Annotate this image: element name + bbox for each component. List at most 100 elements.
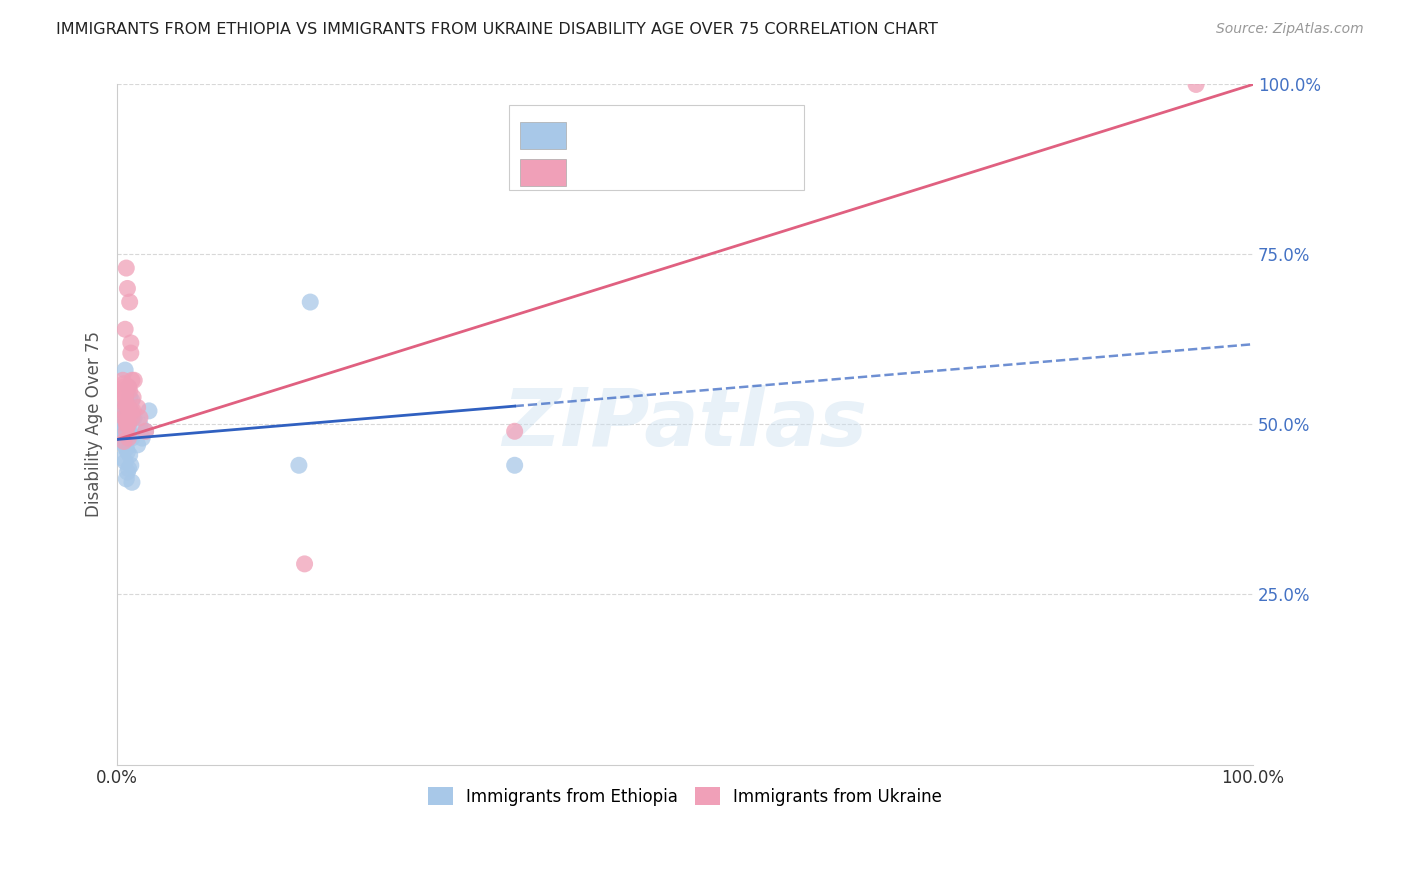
Point <box>118 295 141 310</box>
Point <box>117 414 139 428</box>
Point <box>111 404 134 418</box>
Text: N = 41: N = 41 <box>699 164 766 182</box>
Point <box>117 380 139 394</box>
Point <box>117 421 139 435</box>
Point <box>135 424 157 438</box>
Point <box>288 458 311 473</box>
Point <box>129 417 152 432</box>
Point <box>112 401 135 415</box>
Point <box>117 380 139 394</box>
Point <box>117 414 139 428</box>
Point <box>115 424 138 438</box>
Point <box>114 455 136 469</box>
FancyBboxPatch shape <box>520 122 565 149</box>
FancyBboxPatch shape <box>520 160 565 186</box>
Point <box>115 261 138 276</box>
Point <box>111 417 134 432</box>
Point <box>115 442 138 456</box>
Point <box>117 417 139 432</box>
Point <box>122 410 145 425</box>
Point <box>112 376 135 391</box>
Point <box>118 414 141 428</box>
Point <box>122 410 145 425</box>
Point <box>112 380 135 394</box>
Point <box>114 387 136 401</box>
Point <box>299 295 322 310</box>
Point <box>121 393 143 408</box>
Point <box>115 417 138 432</box>
Point <box>118 384 141 398</box>
Point <box>114 410 136 425</box>
Y-axis label: Disability Age Over 75: Disability Age Over 75 <box>86 332 103 517</box>
Point <box>120 458 142 473</box>
Point <box>117 401 139 415</box>
Point <box>117 461 139 475</box>
Point <box>117 417 139 432</box>
Point <box>115 424 138 438</box>
Point <box>112 424 135 438</box>
Text: R = 0.158: R = 0.158 <box>579 127 669 145</box>
Point <box>120 404 142 418</box>
Point <box>120 346 142 360</box>
Point <box>122 390 145 404</box>
Point <box>114 363 136 377</box>
Point <box>111 451 134 466</box>
Point <box>117 410 139 425</box>
Point <box>117 465 139 479</box>
Point <box>117 417 139 432</box>
Point <box>129 410 152 425</box>
Text: Source: ZipAtlas.com: Source: ZipAtlas.com <box>1216 22 1364 37</box>
Point <box>121 373 143 387</box>
Point <box>138 404 160 418</box>
Point <box>115 472 138 486</box>
Point <box>117 444 139 458</box>
Point <box>115 397 138 411</box>
Text: N = 48: N = 48 <box>699 127 766 145</box>
Point <box>131 431 153 445</box>
Text: R = 0.513: R = 0.513 <box>579 164 669 182</box>
Point <box>135 424 157 438</box>
Point <box>294 557 316 571</box>
Point <box>121 475 143 490</box>
Point <box>112 384 135 398</box>
Point <box>112 434 135 449</box>
Point <box>111 373 134 387</box>
Point <box>114 390 136 404</box>
Point <box>115 417 138 432</box>
Point <box>114 322 136 336</box>
Point <box>115 414 138 428</box>
Point <box>114 417 136 432</box>
Text: IMMIGRANTS FROM ETHIOPIA VS IMMIGRANTS FROM UKRAINE DISABILITY AGE OVER 75 CORRE: IMMIGRANTS FROM ETHIOPIA VS IMMIGRANTS F… <box>56 22 938 37</box>
Point <box>117 417 139 432</box>
Point <box>112 410 135 425</box>
Point <box>117 431 139 445</box>
Text: ZIPatlas: ZIPatlas <box>502 385 868 464</box>
Point <box>120 335 142 350</box>
Point <box>127 438 149 452</box>
Point <box>114 427 136 442</box>
Point <box>115 410 138 425</box>
Legend: Immigrants from Ethiopia, Immigrants from Ukraine: Immigrants from Ethiopia, Immigrants fro… <box>419 779 950 814</box>
Point <box>118 448 141 462</box>
Point <box>118 390 141 404</box>
Point <box>117 281 139 295</box>
Point <box>120 404 142 418</box>
Point <box>122 373 145 387</box>
Point <box>120 410 142 425</box>
Point <box>114 397 136 411</box>
Point <box>121 431 143 445</box>
Point <box>117 397 139 411</box>
Point <box>111 424 134 438</box>
Point <box>114 390 136 404</box>
Point <box>121 410 143 425</box>
Point <box>120 427 142 442</box>
Point <box>1185 78 1208 92</box>
Point <box>112 434 135 449</box>
Point <box>127 401 149 415</box>
Point <box>503 458 526 473</box>
Point <box>122 404 145 418</box>
FancyBboxPatch shape <box>509 105 804 190</box>
Point <box>503 424 526 438</box>
Point <box>117 424 139 438</box>
Point <box>112 438 135 452</box>
